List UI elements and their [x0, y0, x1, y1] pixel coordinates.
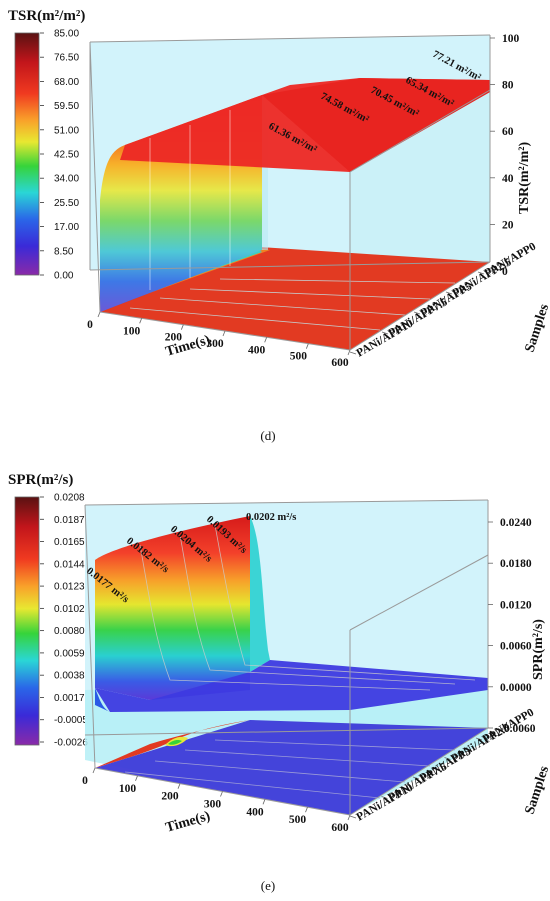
- colorbar-tick-label: 0.0080: [54, 626, 85, 637]
- colorbar-tick-label: 0.0059: [54, 648, 85, 659]
- x-tick-mark: [305, 807, 308, 813]
- z-tick-label: 40: [502, 173, 514, 185]
- sample-tick-mark: [381, 331, 389, 335]
- z-tick-label: 20: [502, 219, 514, 231]
- x-tick-mark: [347, 814, 351, 821]
- surface-curtain-e: [95, 516, 250, 700]
- samples-axis-title-e: Samples: [523, 764, 550, 817]
- sample-tick-mark: [477, 271, 485, 275]
- samples-axis-title-d: Samples: [523, 302, 550, 355]
- x-tick-mark: [264, 337, 268, 343]
- colorbar-tick-label: 0.0187: [54, 515, 85, 526]
- x-tick-mark: [97, 311, 101, 318]
- x-tick-label: 100: [119, 783, 137, 795]
- colorbar-tick-label: 0.0144: [54, 559, 85, 570]
- panel-d: TSR(m²/m²) 85.00 76.50 68.00 59.50 51.00 42.5…: [8, 8, 550, 443]
- z-tick-label: 0.0120: [500, 599, 532, 611]
- colorbar-tick-label: -0.0005: [54, 715, 88, 726]
- z-tick-label: 0.0180: [500, 558, 532, 570]
- x-tick-label: 200: [161, 791, 179, 803]
- x-tick-label: 500: [290, 351, 308, 363]
- z-tick-label: -0.0060: [500, 723, 536, 735]
- x-tick-label: 500: [289, 814, 307, 826]
- z-tick-label: 80: [502, 80, 514, 92]
- x-tick-mark: [135, 775, 138, 781]
- panel-label-e: (e): [261, 878, 275, 893]
- x-tick-label: 400: [248, 344, 266, 356]
- colorbar-title-e: SPR(m²/s): [8, 472, 73, 488]
- x-tick-label: 400: [246, 806, 264, 818]
- sample-tick-mark: [444, 757, 451, 760]
- panel-label-d: (d): [260, 428, 275, 443]
- colorbar-tick-label: 68.00: [54, 77, 79, 88]
- colorbar-tick-label: 42.50: [54, 150, 79, 161]
- sample-tick-mark: [349, 351, 357, 355]
- colorbar-tick-label: 17.00: [54, 222, 79, 233]
- colorbar-ticks-e: 0.0208 0.0187 0.0165 0.0144 0.0123 0.0102 0.00…: [40, 493, 88, 749]
- x-tick-label: 200: [165, 332, 183, 344]
- colorbar-tick-label: 0.0017: [54, 693, 85, 704]
- value-annotation: 0.0202 m²/s: [246, 512, 296, 523]
- sample-tick-mark: [412, 776, 420, 780]
- x-tick-label: 300: [204, 799, 222, 811]
- z-axis-title-d: TSR(m²/m²): [517, 141, 532, 214]
- z-axis-title-e: SPR(m²/s): [531, 619, 546, 680]
- x-tick-mark: [222, 330, 226, 337]
- x-tick-label: 600: [331, 822, 349, 834]
- colorbar-tick-label: 0.0102: [54, 604, 85, 615]
- colorbar-tick-label: 76.50: [54, 53, 79, 64]
- sample-tick-mark: [445, 291, 453, 295]
- x-tick-mark: [347, 349, 351, 356]
- z-tick-label: 100: [502, 33, 520, 45]
- z-tick-label: 60: [502, 126, 514, 138]
- sample-tick-mark: [381, 796, 388, 799]
- surface-plateau-e: [95, 660, 488, 712]
- x-tick-mark: [177, 783, 181, 789]
- z-tick-label: 0.0060: [500, 641, 532, 653]
- x-axis-title-e: Time(s): [164, 809, 212, 836]
- x-tick-label: 0: [87, 319, 93, 331]
- colorbar-tick-label: 0.0165: [54, 537, 85, 548]
- colorbar-tick-label: 0.00: [54, 271, 74, 282]
- z-tick-label: 0.0240: [500, 517, 532, 529]
- colorbar-tick-label: 59.50: [54, 101, 79, 112]
- x-tick-label: 300: [206, 338, 224, 350]
- colorbar-tick-label: 51.00: [54, 125, 79, 136]
- sample-tick-mark: [475, 737, 483, 741]
- z-tick-label: 0: [502, 266, 508, 278]
- x-tick-mark: [220, 791, 223, 797]
- colorbar-tick-label: 0.0123: [54, 582, 85, 593]
- z-tick-label: 0.0000: [500, 682, 532, 694]
- z-ticks-d: 100 80 60 40 20 0: [490, 33, 520, 278]
- x-tick-mark: [92, 767, 96, 774]
- colorbar-tick-label: -0.0026: [54, 738, 88, 749]
- x-tick-mark: [139, 318, 143, 324]
- x-ticks-d: 0 100 200 300 400 500 600: [87, 311, 351, 369]
- colorbar-tick-label: 8.50: [54, 246, 74, 257]
- colorbar-ticks-d: 85.00 76.50 68.00 59.50 51.00 42.50 34.00 25.50…: [40, 29, 79, 282]
- colorbar-tick-label: 34.00: [54, 174, 79, 185]
- colorbar-tick-label: 25.50: [54, 198, 79, 209]
- floor-e: [95, 720, 488, 815]
- colorbar-title-d: TSR(m²/m²): [8, 8, 85, 24]
- x-tick-mark: [180, 324, 184, 330]
- colorbar-e: [14, 496, 40, 746]
- z-ticks-e: 0.0240 0.0180 0.0120 0.0060 0.0000 -0.0060: [488, 517, 536, 735]
- sample-tick-mark: [349, 815, 357, 819]
- panel-e: SPR(m²/s) 0.0208 0.0187 0.0165 0.0144 0.0123…: [8, 472, 550, 893]
- x-tick-label: 600: [331, 357, 349, 369]
- colorbar-d: [14, 32, 40, 276]
- x-tick-label: 100: [123, 325, 141, 337]
- x-tick-mark: [305, 343, 309, 349]
- x-ticks-e: 0 100 200 300 400 500 600: [82, 767, 351, 834]
- x-tick-label: 0: [82, 775, 88, 787]
- x-tick-mark: [262, 799, 266, 805]
- colorbar-tick-label: 0.0038: [54, 671, 85, 682]
- colorbar-tick-label: 0.0208: [54, 493, 85, 504]
- sample-tick-mark: [413, 311, 421, 315]
- colorbar-tick-label: 85.00: [54, 29, 79, 40]
